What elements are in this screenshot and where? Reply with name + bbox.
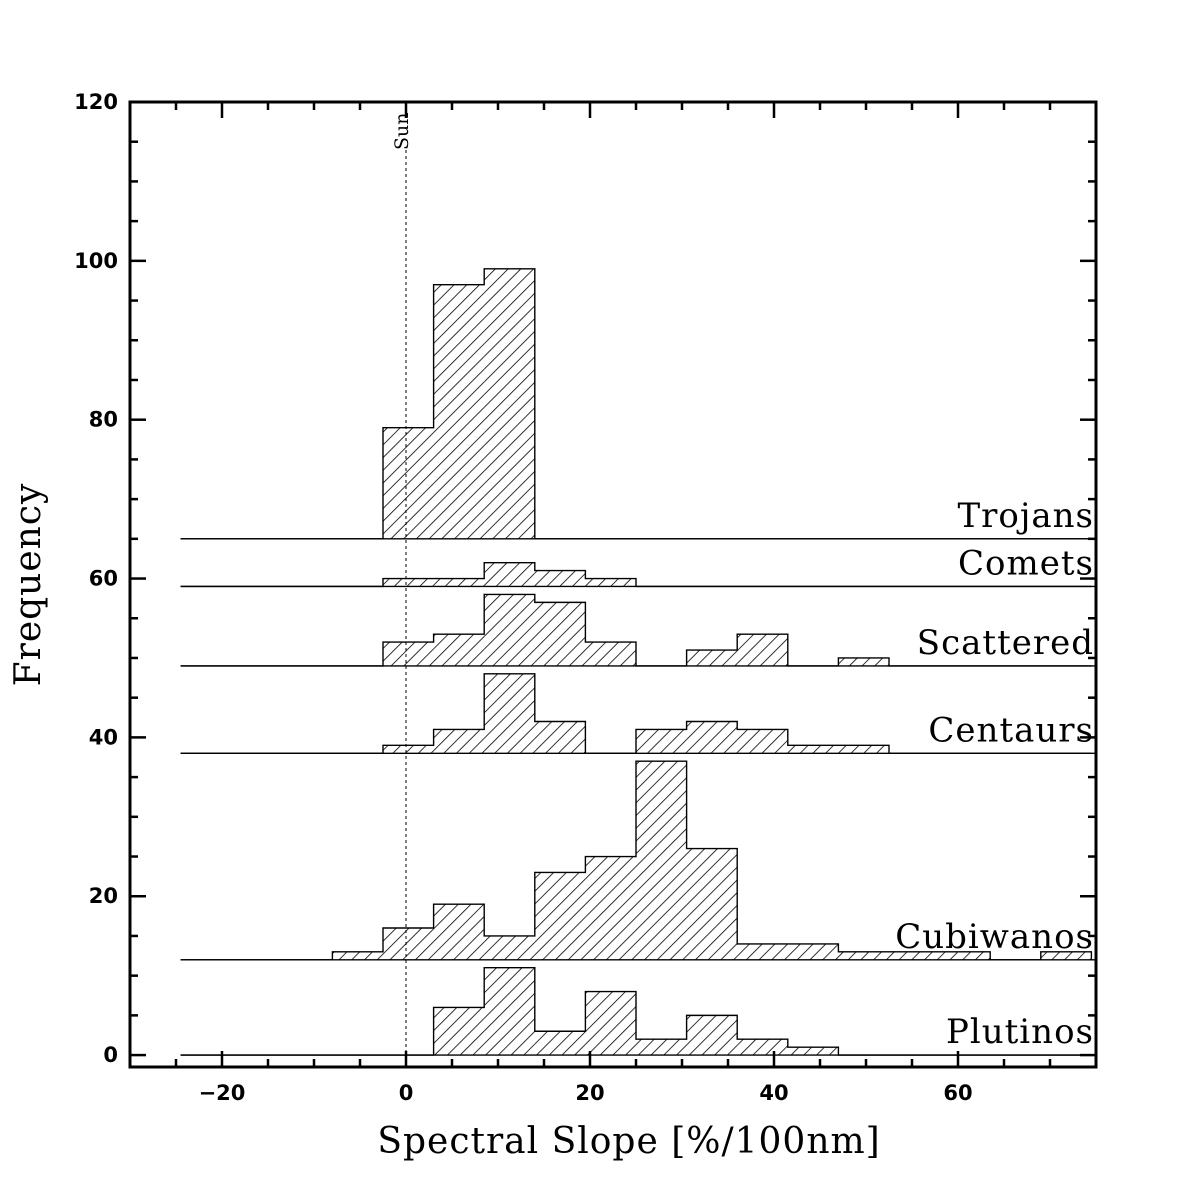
bar-trojans-5 [433,284,485,539]
x-axis-title: Spectral Slope [%/100nm] [377,1121,880,1162]
bar-plutinos-10 [686,1015,738,1056]
bar-cubiwanos-6 [484,935,535,960]
y-tick-label-80: 80 [89,408,118,432]
bar-centaurs-13 [838,745,889,754]
y-axis-title: Frequency [8,483,49,687]
y-tick-label-20: 20 [89,884,118,908]
bar-centaurs-5 [433,729,485,754]
label-layer: Trojans Comets Scattered Centaurs Cubiwanos P… [8,483,1094,1162]
bar-trojans-4 [383,427,434,539]
x-tick-label-20: 20 [575,1081,604,1105]
bar-scattered-7 [534,602,586,666]
bar-scattered-8 [585,642,636,666]
bar-plutinos-12 [787,1047,839,1056]
bar-cubiwanos-17 [1040,951,1092,960]
bar-comets-4 [383,578,434,587]
plot-frame [128,100,1098,1069]
bar-cubiwanos-9 [636,761,687,960]
outline-scattered [180,593,1092,667]
bar-scattered-11 [737,634,788,666]
bar-cubiwanos-12 [787,943,839,960]
y-tick-label-40: 40 [89,725,118,749]
outline-comets [180,561,1092,588]
bar-comets-8 [585,578,636,587]
bar-cubiwanos-5 [433,904,485,960]
bar-comets-6 [484,562,535,587]
series-comets [180,561,1096,588]
y-tick-label-0: 0 [103,1043,118,1067]
series-label-scattered: Scattered [917,623,1094,663]
bar-plutinos-11 [737,1039,788,1056]
bar-cubiwanos-14 [889,951,940,960]
bar-centaurs-10 [686,721,738,754]
bar-cubiwanos-3 [332,951,383,960]
series-label-cubiwanos: Cubiwanos [895,917,1094,957]
series-label-plutinos: Plutinos [946,1012,1094,1052]
outline-trojans [180,268,1092,540]
x-tick-label-60: 60 [943,1081,972,1105]
bar-plutinos-7 [534,1031,586,1056]
series-layer [180,268,1096,1056]
outline-cubiwanos [180,760,1093,961]
bar-cubiwanos-11 [737,943,788,960]
series-plutinos [180,967,1096,1056]
bar-plutinos-5 [433,1007,485,1056]
series-label-comets: Comets [958,543,1094,583]
y-tick-label-100: 100 [74,249,118,273]
reference-layer: Sun [391,113,413,1067]
x-tick-label-40: 40 [759,1081,788,1105]
series-label-trojans: Trojans [957,496,1094,536]
bar-centaurs-7 [534,721,586,754]
y-tick-label-120: 120 [74,90,118,114]
bar-comets-7 [534,570,586,587]
bar-cubiwanos-8 [585,856,636,960]
y-tick-label-60: 60 [89,567,118,591]
bar-plutinos-9 [636,1039,687,1056]
bar-cubiwanos-7 [534,872,586,960]
bar-trojans-6 [484,268,535,539]
series-scattered [180,593,1096,667]
bar-plutinos-8 [585,991,636,1056]
bar-centaurs-9 [636,729,687,754]
bar-plutinos-6 [484,967,535,1056]
series-cubiwanos [180,760,1096,961]
series-label-centaurs: Centaurs [928,710,1094,750]
bar-scattered-13 [838,657,889,666]
bar-cubiwanos-4 [383,928,434,960]
bar-centaurs-12 [787,745,839,754]
bar-scattered-6 [484,594,535,666]
bar-centaurs-4 [383,745,434,754]
bar-cubiwanos-10 [686,848,738,960]
bar-comets-5 [433,578,485,587]
bar-cubiwanos-13 [838,951,889,960]
bar-cubiwanos-15 [939,951,991,960]
bar-scattered-10 [686,650,738,666]
bar-centaurs-11 [737,729,788,754]
series-trojans [180,268,1096,540]
bar-scattered-5 [433,634,485,666]
series-centaurs [180,673,1096,754]
x-tick-label--20: −20 [199,1081,246,1105]
x-tick-label-0: 0 [399,1081,414,1105]
axes-layer: −20 0 20 40 60 0 20 40 60 80 100 120 [74,90,1098,1105]
bar-scattered-4 [383,642,434,666]
sun-label: Sun [391,113,413,151]
bar-centaurs-6 [484,673,535,754]
